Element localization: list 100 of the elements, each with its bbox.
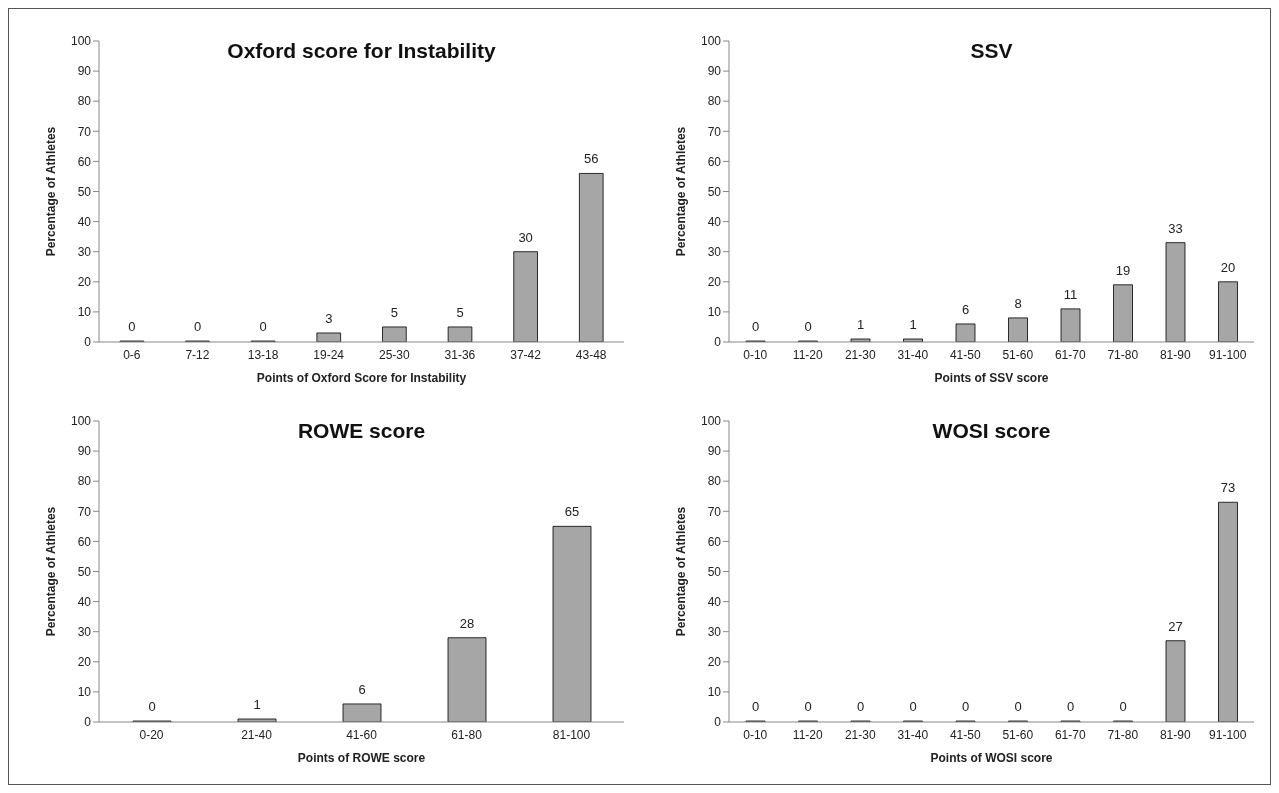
x-tick-label: 37-42 [510, 347, 542, 362]
data-label: 0 [856, 699, 865, 714]
data-label: 0 [128, 319, 136, 334]
y-tick-label: 10 [77, 305, 92, 320]
chart-title: Oxford score for Instability [226, 39, 497, 63]
y-tick-label: 70 [77, 504, 92, 519]
x-tick-label: 41-50 [949, 727, 981, 742]
data-label: 19 [1115, 262, 1131, 278]
y-tick-label: 40 [77, 594, 92, 609]
y-tick-label: 40 [707, 214, 722, 229]
x-tick-label: 43-48 [575, 347, 607, 362]
data-label: 8 [1014, 295, 1022, 311]
y-tick-label: 100 [700, 414, 722, 429]
x-tick-label: 61-80 [451, 727, 483, 742]
y-tick-label: 60 [707, 154, 722, 169]
y-tick-label: 60 [77, 534, 92, 549]
data-label: 20 [1220, 259, 1236, 275]
x-axis-title: Points of ROWE score [297, 751, 426, 765]
x-tick-label: 91-100 [1209, 347, 1247, 362]
y-tick-label: 80 [707, 94, 722, 109]
data-label: 1 [909, 316, 917, 332]
y-tick-label: 60 [77, 154, 92, 169]
x-axis-title: Points of SSV score [934, 371, 1049, 385]
data-label: 28 [459, 615, 475, 631]
data-label: 3 [325, 310, 333, 326]
y-tick-label: 90 [77, 64, 92, 79]
y-tick-label: 40 [77, 214, 92, 229]
data-label: 0 [1066, 699, 1075, 714]
y-tick-label: 30 [707, 244, 722, 259]
y-tick-label: 80 [707, 474, 722, 489]
y-tick-label: 90 [707, 444, 722, 459]
data-label: 0 [259, 319, 267, 334]
y-tick-label: 40 [707, 594, 722, 609]
y-tick-label: 100 [70, 34, 92, 49]
data-label: 30 [518, 229, 533, 245]
data-label: 65 [564, 504, 580, 520]
x-tick-label: 19-24 [313, 347, 345, 362]
x-tick-label: 13-18 [247, 347, 279, 362]
x-tick-label: 71-80 [1107, 727, 1139, 742]
data-label: 0 [961, 699, 970, 714]
y-tick-label: 70 [77, 124, 92, 139]
y-tick-label: 0 [714, 335, 722, 350]
y-tick-label: 10 [707, 685, 722, 700]
x-tick-label: 51-60 [1002, 727, 1034, 742]
data-label: 0 [148, 699, 156, 714]
data-label: 27 [1168, 618, 1183, 634]
x-tick-label: 51-60 [1002, 347, 1034, 362]
y-tick-label: 20 [77, 275, 92, 290]
data-label: 0 [1014, 699, 1022, 714]
y-tick-label: 50 [707, 184, 722, 199]
y-tick-label: 50 [77, 564, 92, 579]
x-tick-label: 21-40 [241, 727, 273, 742]
y-axis-title: Percentage of Athletes [674, 126, 689, 257]
y-tick-label: 100 [700, 34, 722, 49]
x-tick-label: 0-20 [139, 727, 164, 742]
y-tick-label: 0 [84, 715, 92, 730]
y-axis-title: Percentage of Athletes [44, 126, 59, 257]
y-axis-title: Percentage of Athletes [44, 506, 59, 637]
y-tick-label: 70 [707, 124, 722, 139]
data-label: 1 [253, 696, 261, 712]
x-tick-label: 7-12 [185, 347, 210, 362]
chart-title: WOSI score [931, 419, 1052, 443]
data-label: 0 [751, 319, 760, 334]
data-label: 6 [961, 301, 970, 317]
data-label: 5 [390, 304, 398, 320]
data-label: 1 [856, 316, 865, 332]
data-label: 0 [804, 319, 812, 334]
x-tick-label: 91-100 [1209, 727, 1247, 742]
x-tick-label: 21-30 [844, 347, 876, 362]
y-axis-title: Percentage of Athletes [674, 506, 689, 637]
data-label: 0 [804, 699, 812, 714]
y-tick-label: 30 [707, 624, 722, 639]
x-tick-label: 11-20 [792, 727, 823, 742]
y-tick-label: 60 [707, 534, 722, 549]
x-tick-label: 41-50 [949, 347, 981, 362]
data-label: 73 [1220, 480, 1236, 496]
y-tick-label: 90 [77, 444, 92, 459]
data-label: 33 [1168, 220, 1183, 236]
y-tick-label: 30 [77, 244, 92, 259]
data-label: 0 [1119, 699, 1127, 714]
y-tick-label: 50 [77, 184, 92, 199]
data-label: 0 [193, 319, 202, 334]
x-tick-label: 61-70 [1054, 727, 1086, 742]
data-label: 0 [751, 699, 760, 714]
y-tick-label: 70 [707, 504, 722, 519]
x-tick-label: 81-100 [552, 727, 591, 742]
y-tick-label: 20 [707, 275, 722, 290]
data-label: 11 [1063, 286, 1078, 302]
y-tick-label: 0 [714, 715, 722, 730]
data-label: 5 [456, 304, 464, 320]
x-axis-title: Points of Oxford Score for Instability [256, 371, 467, 385]
y-tick-label: 20 [707, 655, 722, 670]
x-tick-label: 81-90 [1159, 727, 1191, 742]
x-tick-label: 61-70 [1054, 347, 1086, 362]
x-tick-label: 71-80 [1107, 347, 1139, 362]
x-axis-title: Points of WOSI score [930, 751, 1053, 765]
x-tick-label: 25-30 [378, 347, 410, 362]
x-tick-label: 31-36 [444, 347, 476, 362]
data-label: 56 [584, 151, 599, 167]
data-label: 6 [358, 681, 366, 697]
